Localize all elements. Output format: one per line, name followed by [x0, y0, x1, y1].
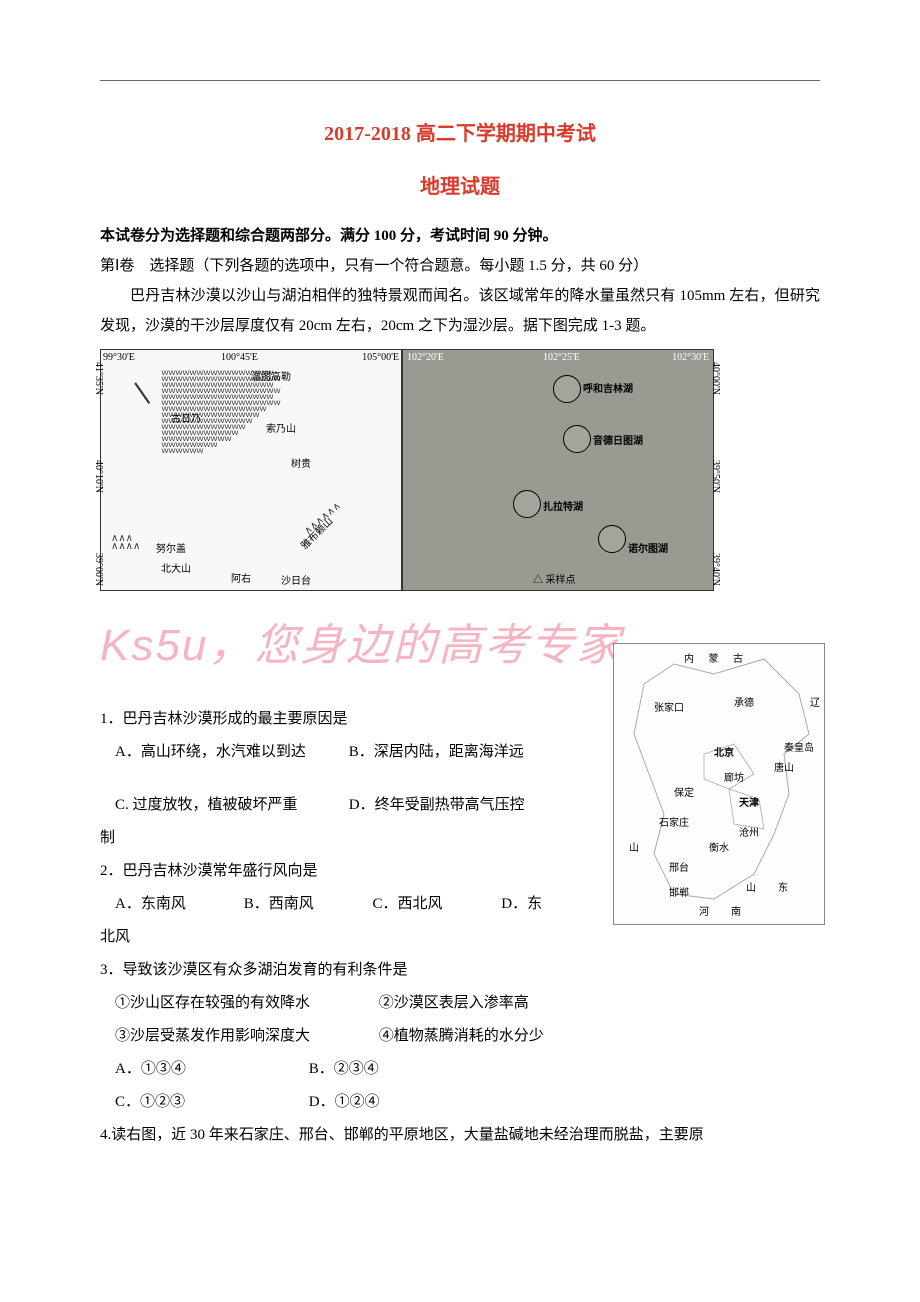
q2-opt-b: B．西南风 — [244, 888, 369, 921]
sand-texture: ｗｗｗｗｗｗｗｗｗｗｗｗｗｗｗｗｗｗｗｗｗｗｗｗｗｗｗｗｗｗｗｗｗｗｗｗｗｗｗｗ… — [161, 370, 361, 510]
lake-circle-4 — [598, 525, 626, 553]
label-lake3: 扎拉特湖 — [543, 498, 583, 513]
coord-r-lat3: 39°40'N — [710, 553, 721, 586]
exam-title: 2017-2018 高二下学期期中考试 — [100, 117, 820, 146]
label-jirinai: 古日乃 — [171, 410, 201, 425]
q3-c2: ②沙漠区表层入渗率高 — [379, 987, 529, 1020]
sm-ts: 唐山 — [774, 759, 794, 774]
q3-conditions-line2: ③沙层受蒸发作用影响深度大 ④植物蒸腾消耗的水分少 — [100, 1020, 820, 1053]
hebei-side-map: 内 蒙 古 张家口 承德 辽 北京 秦皇岛 唐山 廊坊 保定 天津 石家庄 沧州… — [613, 643, 825, 925]
q3-opt-b: B．②③④ — [309, 1053, 379, 1086]
exam-page: 2017-2018 高二下学期期中考试 地理试题 本试卷分为选择题和综合题两部分… — [0, 0, 920, 1192]
q3-options-line2: C．①②③ D．①②④ — [100, 1086, 820, 1119]
q3-c3: ③沙层受蒸发作用影响深度大 — [115, 1020, 375, 1053]
q3-opt-a: A．①③④ — [115, 1053, 305, 1086]
map-left-panel: 99°30'E 100°45'E 105°00'E 41°35'N 40°10'… — [100, 349, 402, 591]
q1-opt-a: A．高山环绕，水汽难以到达 — [115, 736, 345, 769]
sm-bd: 保定 — [674, 784, 694, 799]
label-sample: △ 采样点 — [533, 571, 576, 586]
q3-opt-d: D．①②④ — [309, 1086, 380, 1119]
coord-lat1: 41°35'N — [93, 362, 104, 395]
sm-tj: 天津 — [739, 794, 759, 809]
q1-opt-b: B．深居内陆，距离海洋远 — [349, 736, 524, 769]
top-rule — [100, 80, 820, 81]
label-sharitai: 沙日台 — [281, 572, 311, 587]
coord-lat2: 40°10'N — [93, 460, 104, 493]
figure-maps: 99°30'E 100°45'E 105°00'E 41°35'N 40°10'… — [100, 349, 720, 599]
exam-subtitle: 地理试题 — [100, 170, 820, 199]
watermark-en: Ks5u， — [100, 621, 254, 670]
coord-lon2: 100°45'E — [221, 352, 258, 363]
coord-r-lat2: 39°50'N — [710, 460, 721, 493]
sm-qhd: 秦皇岛 — [784, 739, 814, 754]
coord-r-lon3: 102°30'E — [672, 352, 709, 363]
river-icon: ━━━━ — [131, 382, 151, 406]
coord-r-lon1: 102°20'E — [407, 352, 444, 363]
q3-opt-c: C．①②③ — [115, 1086, 305, 1119]
sm-shan: 山 — [629, 839, 639, 854]
q1-opt-c: C. 过度放牧，植被破坏严重 — [115, 789, 345, 822]
q2-opt-d: D．东 — [501, 888, 542, 921]
section-header: 第Ⅰ卷 选择题（下列各题的选项中，只有一个符合题意。每小题 1.5 分，共 60… — [100, 251, 820, 281]
passage-span: 巴丹吉林沙漠以沙山与湖泊相伴的独特景观而闻名。该区域常年的降水量虽然只有 105… — [100, 288, 820, 334]
side-map-inner: 内 蒙 古 张家口 承德 辽 北京 秦皇岛 唐山 廊坊 保定 天津 石家庄 沧州… — [614, 644, 824, 924]
sm-hs: 衡水 — [709, 839, 729, 854]
coord-lon1: 99°30'E — [103, 352, 135, 363]
qa-section: 内 蒙 古 张家口 承德 辽 北京 秦皇岛 唐山 廊坊 保定 天津 石家庄 沧州… — [100, 703, 820, 1152]
label-nuer: 努尔盖 — [156, 540, 186, 555]
sm-lf: 廊坊 — [724, 769, 744, 784]
label-lake4: 诺尔图湖 — [628, 540, 668, 555]
lake-circle-3 — [513, 490, 541, 518]
map-right-panel: 102°20'E 102°25'E 102°30'E 40°00'N 39°50… — [402, 349, 714, 591]
sm-zjk: 张家口 — [654, 699, 684, 714]
label-sun: 索乃山 — [266, 420, 296, 435]
sm-sd: 山 东 — [746, 879, 794, 894]
sm-neimeng: 内 蒙 古 — [684, 650, 749, 665]
label-lake1: 呼和吉林湖 — [583, 380, 633, 395]
exam-description: 本试卷分为选择题和综合题两部分。满分 100 分，考试时间 90 分钟。 — [100, 221, 820, 251]
q2-opt-d-cont: 北风 — [100, 921, 820, 954]
sm-sjz: 石家庄 — [659, 814, 689, 829]
lake-circle-1 — [553, 375, 581, 403]
mountain-icon: ∧∧∧∧∧∧∧ — [111, 535, 140, 551]
q2-opt-c: C．西北风 — [373, 888, 498, 921]
sm-xt: 邢台 — [669, 859, 689, 874]
label-lake2: 音德日图湖 — [593, 432, 643, 447]
q3-c1: ①沙山区存在较强的有效降水 — [115, 987, 375, 1020]
label-ayou: 阿右 — [231, 570, 251, 585]
sm-beijing: 北京 — [714, 744, 734, 759]
label-beida: 北大山 — [161, 560, 191, 575]
watermark-cn: 您身边的高考专家 — [254, 621, 622, 670]
q3-c4: ④植物蒸腾消耗的水分少 — [379, 1020, 544, 1053]
coord-lat3: 39°00'N — [93, 553, 104, 586]
label-wentu: 温图高勒 — [251, 368, 291, 383]
label-shugui: 树贵 — [291, 455, 311, 470]
sm-hd: 邯郸 — [669, 884, 689, 899]
coord-r-lat1: 40°00'N — [710, 362, 721, 395]
sm-chengde: 承德 — [734, 694, 754, 709]
sm-cz: 沧州 — [739, 824, 759, 839]
q2-opt-a: A．东南风 — [115, 888, 240, 921]
lake-circle-2 — [563, 425, 591, 453]
q3-options-line1: A．①③④ B．②③④ — [100, 1053, 820, 1086]
passage-text: 巴丹吉林沙漠以沙山与湖泊相伴的独特景观而闻名。该区域常年的降水量虽然只有 105… — [100, 281, 820, 341]
q3-conditions-line1: ①沙山区存在较强的有效降水 ②沙漠区表层入渗率高 — [100, 987, 820, 1020]
sm-liao: 辽 — [810, 694, 820, 709]
coord-lon3: 105°00'E — [362, 352, 399, 363]
q4-stem: 4.读右图，近 30 年来石家庄、邢台、邯郸的平原地区，大量盐碱地未经治理而脱盐… — [100, 1119, 820, 1152]
sm-hn: 河 南 — [699, 903, 747, 918]
coord-r-lon2: 102°25'E — [543, 352, 580, 363]
q1-opt-d: D．终年受副热带高气压控 — [349, 789, 525, 822]
q3-stem: 3．导致该沙漠区有众多湖泊发育的有利条件是 — [100, 954, 820, 987]
